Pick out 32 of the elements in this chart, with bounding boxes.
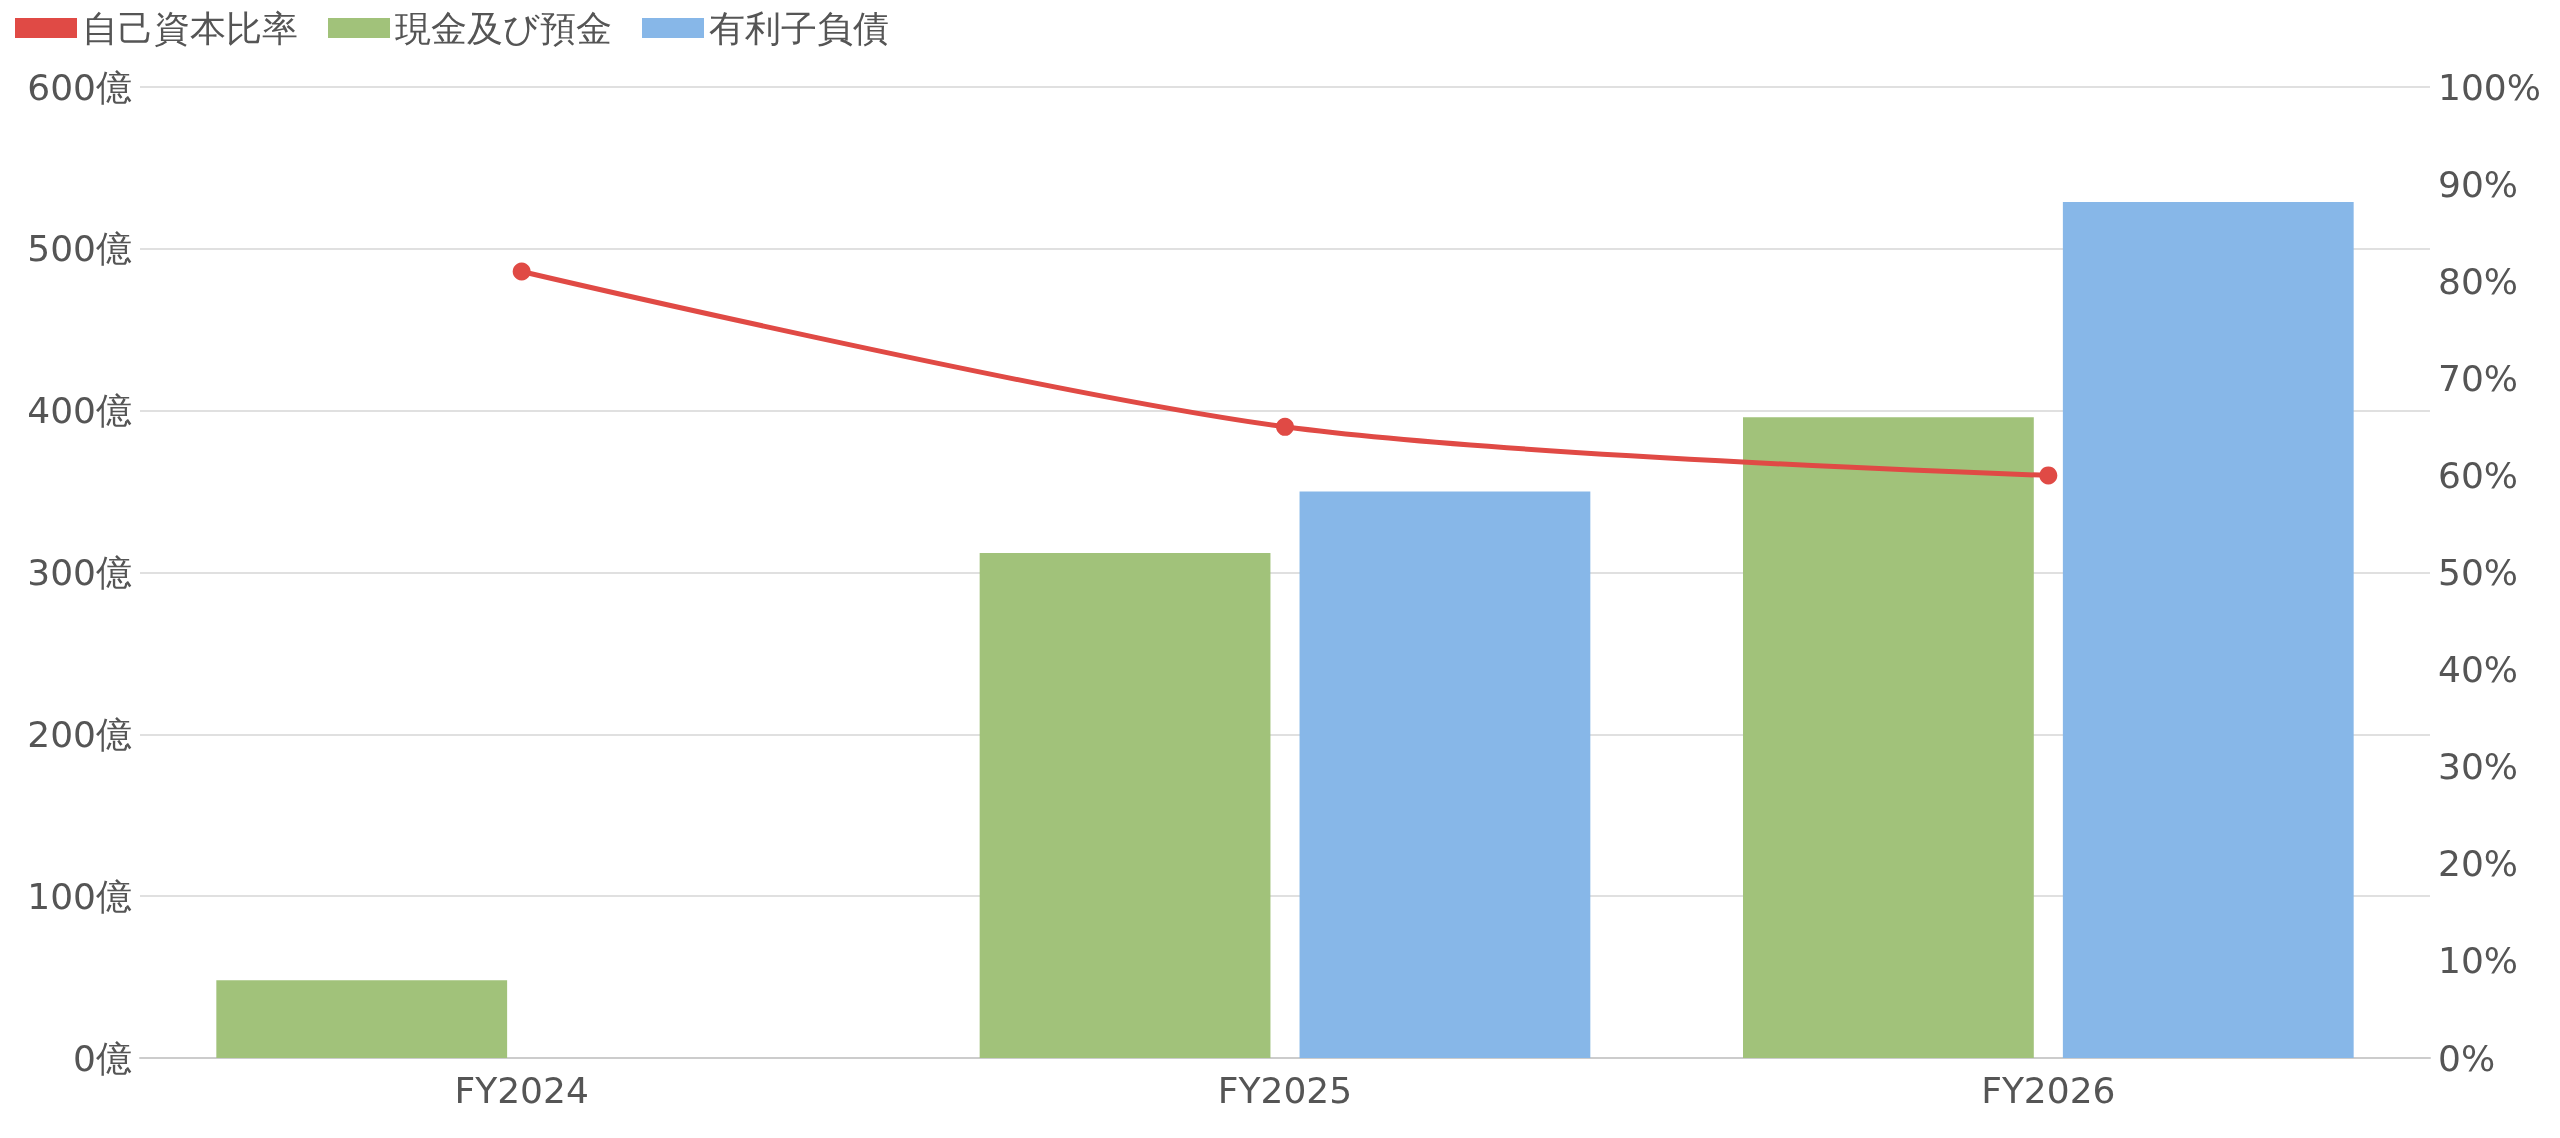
- legend-label: 現金及び預金: [395, 7, 612, 49]
- y-tick-label: 0億: [73, 1037, 132, 1079]
- legend-label: 有利子負債: [709, 7, 889, 49]
- legend-label: 自己資本比率: [82, 7, 298, 49]
- y2-tick-label: 30%: [2438, 746, 2519, 788]
- x-tick-label: FY2026: [1981, 1069, 2116, 1111]
- y2-tick-label: 70%: [2438, 357, 2519, 399]
- y-tick-label: 400億: [27, 390, 132, 432]
- y2-tick-label: 90%: [2438, 163, 2519, 205]
- y-tick-label: 500億: [27, 228, 132, 270]
- y2-tick-label: 0%: [2438, 1037, 2496, 1079]
- point: [512, 262, 531, 281]
- bar: [1299, 491, 1591, 1058]
- x-tick-label: FY2024: [454, 1069, 589, 1111]
- y-tick-label: 600億: [27, 66, 132, 108]
- y-tick-label: 300億: [27, 552, 132, 593]
- y2-tick-label: 20%: [2438, 843, 2519, 885]
- y2-tick-label: 10%: [2438, 940, 2519, 982]
- bar: [216, 980, 508, 1058]
- y2-tick-label: 60%: [2438, 454, 2519, 496]
- bar: [1743, 417, 2034, 1058]
- y2-tick-label: 100%: [2438, 66, 2541, 108]
- bar: [979, 553, 1271, 1058]
- x-tick-label: FY2025: [1217, 1069, 1353, 1111]
- bar: [2062, 201, 2354, 1058]
- point: [1276, 417, 1294, 436]
- y2-tick-label: 50%: [2438, 552, 2519, 593]
- y-tick-label: 200億: [27, 713, 132, 755]
- y-tick-label: 100億: [27, 875, 132, 917]
- y2-tick-label: 40%: [2438, 649, 2519, 691]
- y2-tick-label: 80%: [2438, 260, 2519, 302]
- point: [2039, 466, 2058, 485]
